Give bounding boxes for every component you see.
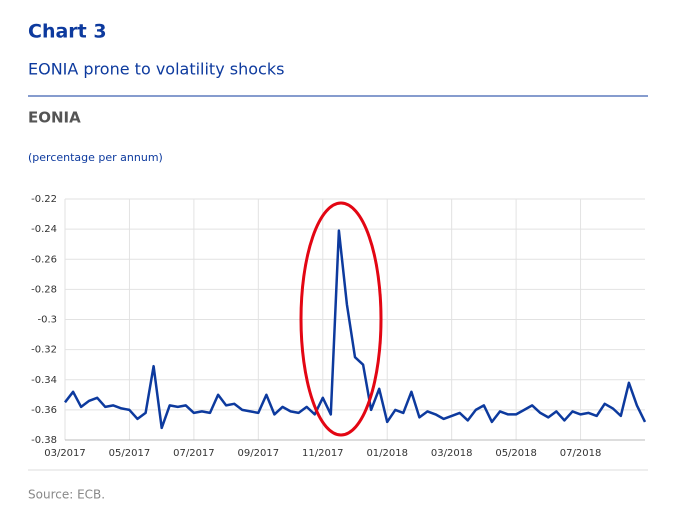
- y-tick-label: -0.34: [31, 375, 57, 386]
- x-tick-label: 01/2018: [366, 448, 408, 459]
- y-tick-label: -0.26: [31, 254, 57, 265]
- x-tick-label: 05/2017: [109, 448, 151, 459]
- y-tick-label: -0.36: [31, 405, 57, 416]
- y-tick-label: -0.3: [37, 315, 57, 326]
- series-line: [64, 229, 647, 430]
- y-tick-label: -0.28: [31, 284, 57, 295]
- chart-label: Chart 3: [28, 21, 107, 43]
- x-tick-label: 09/2017: [238, 448, 280, 459]
- x-tick-label: 07/2017: [173, 448, 215, 459]
- chart-subtitle: (percentage per annum): [28, 151, 163, 164]
- y-tick-label: -0.22: [31, 194, 57, 205]
- y-tick-label: -0.24: [31, 224, 57, 235]
- y-tick-label: -0.38: [31, 435, 57, 446]
- x-tick-label: 03/2018: [431, 448, 473, 459]
- x-tick-label: 03/2017: [44, 448, 86, 459]
- y-tick-label: -0.32: [31, 345, 57, 356]
- chart-heading: EONIA prone to volatility shocks: [28, 60, 284, 79]
- source: Source: ECB.: [28, 488, 105, 502]
- x-tick-label: 07/2018: [560, 448, 602, 459]
- chart-title: EONIA: [28, 109, 81, 127]
- x-tick-label: 11/2017: [302, 448, 344, 459]
- highlight-ellipse: [299, 201, 383, 437]
- x-tick-label: 05/2018: [495, 448, 537, 459]
